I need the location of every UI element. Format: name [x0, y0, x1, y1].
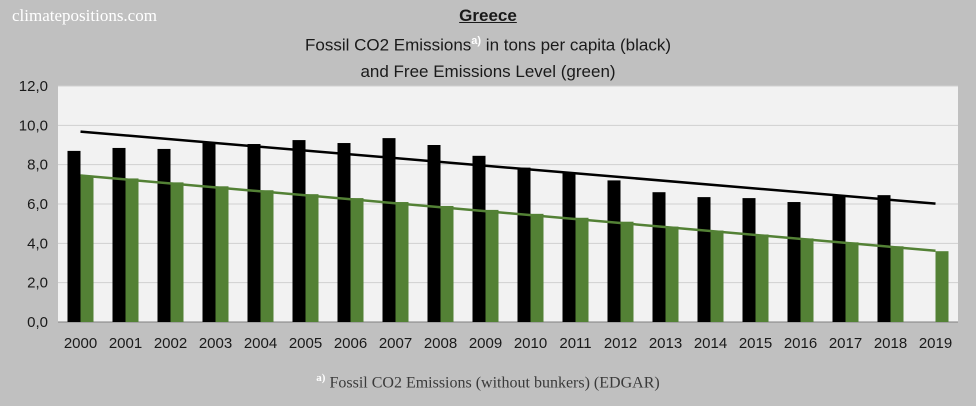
- free-level-bar: [755, 234, 769, 322]
- free-level-bar: [485, 209, 499, 322]
- x-tick-label: 2009: [469, 335, 502, 352]
- subtitle-text-rest: in tons per capita (black): [481, 35, 671, 55]
- emissions-bar: [607, 180, 621, 322]
- x-tick-label: 2012: [604, 335, 637, 352]
- y-tick-label: 0,0: [27, 314, 48, 331]
- free-level-bar: [620, 221, 634, 322]
- x-tick-label: 2006: [334, 335, 367, 352]
- x-tick-label: 2003: [199, 335, 232, 352]
- free-level-bar: [350, 198, 364, 322]
- x-tick-label: 2019: [919, 335, 952, 352]
- watermark: climatepositions.com: [12, 6, 157, 25]
- y-tick-label: 12,0: [19, 78, 48, 95]
- free-level-bar: [305, 194, 319, 322]
- emissions-bar: [202, 143, 216, 322]
- x-tick-label: 2014: [694, 335, 727, 352]
- y-tick-label: 2,0: [27, 275, 48, 292]
- x-tick-label: 2007: [379, 335, 412, 352]
- free-level-bar: [395, 202, 409, 322]
- subtitle-footnote-marker: a): [471, 35, 482, 47]
- free-level-bar: [800, 238, 814, 322]
- y-tick-label: 10,0: [19, 117, 48, 134]
- x-tick-label: 2000: [64, 335, 97, 352]
- emissions-bar: [517, 167, 531, 322]
- free-level-bar: [170, 182, 184, 322]
- x-tick-label: 2011: [559, 335, 591, 352]
- x-tick-label: 2016: [784, 335, 817, 352]
- footnote-marker: a): [316, 372, 326, 384]
- emissions-bar: [67, 150, 81, 322]
- bars: [67, 138, 949, 322]
- y-tick-label: 6,0: [27, 196, 48, 213]
- free-level-bar: [260, 190, 274, 322]
- emissions-bar: [652, 192, 666, 322]
- free-level-bar: [665, 226, 679, 322]
- x-tick-label: 2010: [514, 335, 547, 352]
- x-tick-label: 2008: [424, 335, 457, 352]
- emissions-bar: [337, 143, 351, 322]
- chart-subtitle-line1: Fossil CO2 Emissionsa) in tons per capit…: [0, 35, 976, 56]
- y-tick-label: 8,0: [27, 157, 48, 174]
- chart-subtitle-line2: and Free Emissions Level (green): [360, 62, 616, 81]
- free-level-bar: [710, 230, 724, 322]
- free-level-bar: [575, 217, 589, 322]
- emissions-bar: [472, 155, 486, 322]
- x-tick-label: 2002: [154, 335, 187, 352]
- free-level-bar: [890, 246, 904, 322]
- emissions-bar: [247, 144, 261, 322]
- y-tick-label: 4,0: [27, 235, 48, 252]
- free-level-bar: [530, 213, 544, 322]
- x-tick-label: 2005: [289, 335, 322, 352]
- trendlines: [80, 130, 936, 253]
- emissions-bar: [427, 145, 441, 322]
- emissions-bar: [697, 197, 711, 322]
- emissions-bar: [562, 172, 576, 322]
- free-level-bar: [935, 251, 949, 322]
- emissions-bar: [382, 138, 396, 322]
- x-tick-label: 2004: [244, 335, 277, 352]
- x-tick-label: 2001: [109, 335, 142, 352]
- chart-title: Greece: [459, 6, 517, 25]
- emissions-bar: [742, 198, 756, 322]
- free-level-bar: [80, 175, 94, 322]
- free-level-bar: [125, 178, 139, 322]
- free-level-bar: [440, 205, 454, 322]
- x-tick-label: 2017: [829, 335, 862, 352]
- emissions-bar: [157, 148, 171, 322]
- emissions-trendline: [80, 130, 936, 205]
- subtitle-text: Fossil CO2 Emissions: [305, 35, 472, 55]
- free-level-bar: [215, 186, 229, 322]
- free-level-bar: [845, 242, 859, 322]
- emissions-bar: [112, 147, 126, 322]
- source-footnote: a) Fossil CO2 Emissions (without bunkers…: [0, 372, 976, 392]
- emissions-bar: [787, 202, 801, 322]
- emissions-bar: [832, 195, 846, 322]
- x-tick-label: 2015: [739, 335, 772, 352]
- emissions-bar: [877, 195, 891, 322]
- x-tick-label: 2013: [649, 335, 682, 352]
- x-axis: 2000 2001 2002 2003 2004 2005 2006 2007 2008 2009…: [64, 335, 952, 352]
- emissions-bar: [292, 140, 306, 322]
- footnote-text: Fossil CO2 Emissions (without bunkers) (…: [325, 374, 660, 392]
- x-tick-label: 2018: [874, 335, 907, 352]
- y-axis: 0,0 2,0 4,0 6,0 8,0 10,0 12,0: [19, 78, 48, 331]
- free-level-trendline: [80, 174, 936, 253]
